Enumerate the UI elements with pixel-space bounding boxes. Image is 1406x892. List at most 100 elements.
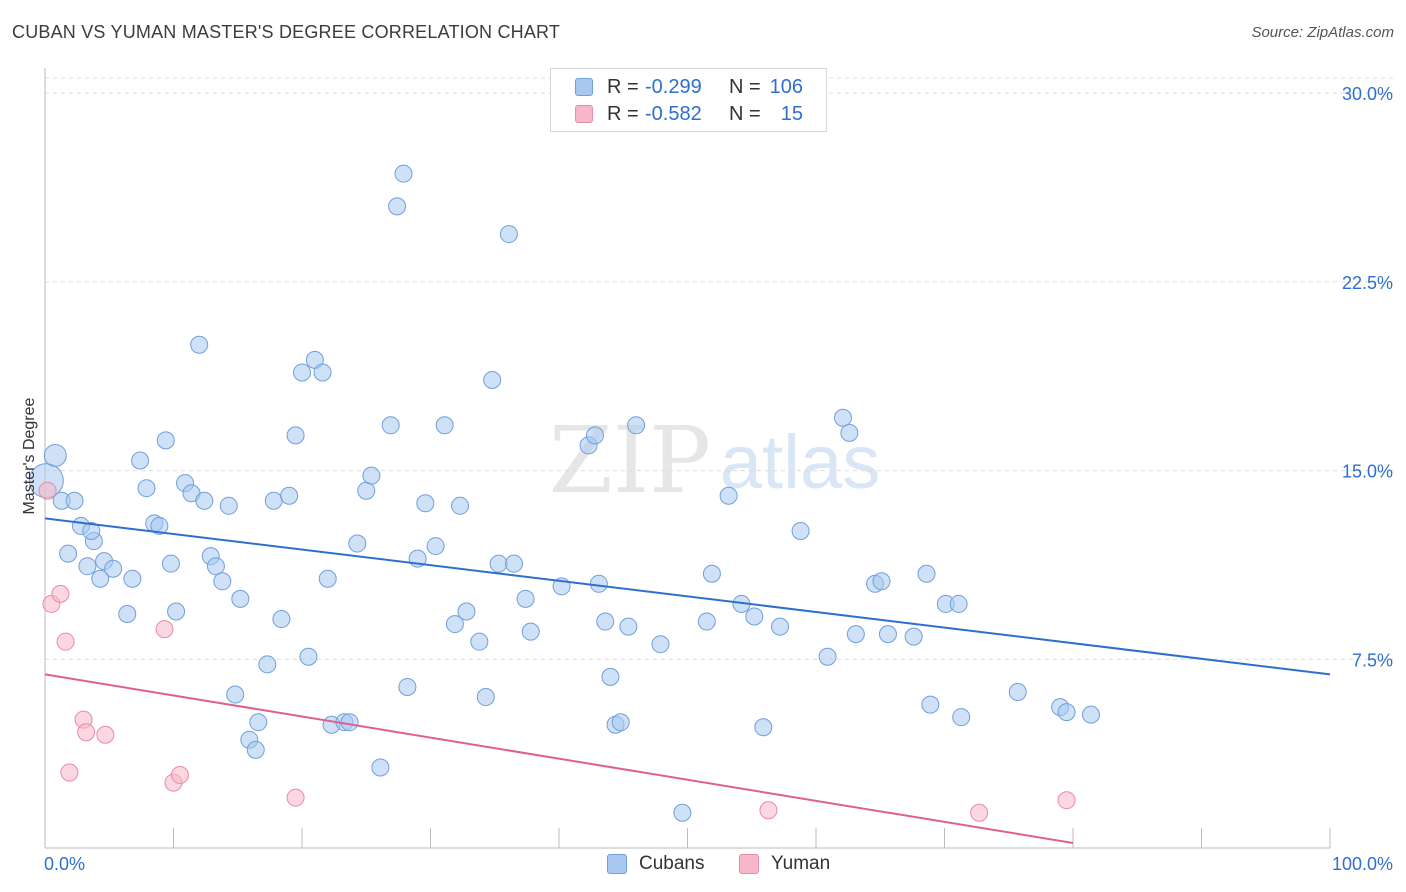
cubans-point — [818, 647, 837, 666]
yuman-point — [38, 481, 57, 500]
cubans-point — [719, 486, 738, 505]
cubans-point — [585, 426, 604, 445]
cubans-point — [398, 677, 417, 696]
cubans-point — [521, 622, 540, 641]
cubans-point — [596, 612, 615, 631]
cubans-point — [249, 713, 268, 732]
cubans-point — [833, 408, 852, 427]
cubans-point — [104, 559, 123, 578]
legend-n-value: 106 — [769, 75, 803, 98]
cubans-point — [258, 655, 277, 674]
cubans-point — [619, 617, 638, 636]
cubans-point — [299, 647, 318, 666]
legend-n-label: N = — [729, 102, 761, 125]
yuman-point — [759, 801, 778, 820]
cubans-point — [226, 685, 245, 704]
cubans-point — [82, 521, 101, 540]
yuman-point — [1057, 791, 1076, 810]
cubans-point — [78, 557, 97, 576]
yuman-label: Yuman — [771, 853, 831, 874]
cubans-point — [91, 569, 110, 588]
cubans-point — [627, 416, 646, 435]
cubans-point — [118, 605, 137, 623]
legend-r-value: -0.299 — [645, 75, 702, 98]
source-label: Source: ZipAtlas.com — [1251, 24, 1394, 41]
bottom-legend-yuman: Yuman — [739, 852, 830, 876]
cubans-point — [381, 416, 400, 435]
cubans-point — [840, 423, 859, 442]
cubans-point — [791, 521, 810, 540]
cubans-point — [872, 572, 891, 591]
cubans-swatch — [575, 78, 593, 96]
cubans-point — [65, 491, 84, 510]
cubans-point — [156, 431, 175, 450]
y-tick-label: 30.0% — [1342, 84, 1393, 104]
cubans-point — [846, 625, 865, 644]
legend-row-cubans: R = -0.299 N = 106 — [575, 74, 803, 100]
cubans-label: Cubans — [639, 853, 705, 874]
y-axis-label: Master's Degree — [21, 397, 38, 514]
cubans-point — [293, 363, 311, 382]
cubans-point — [195, 491, 214, 510]
cubans-point — [213, 572, 232, 591]
data-points — [28, 164, 1100, 822]
cubans-point — [754, 718, 773, 737]
cubans-point — [219, 496, 238, 515]
cubans-point — [921, 695, 940, 714]
cubans-point — [470, 632, 489, 651]
yuman-swatch — [575, 105, 593, 123]
legend-n-label: N = — [729, 75, 761, 98]
cubans-point — [318, 569, 337, 588]
cubans-point — [949, 594, 968, 613]
cubans-point — [702, 564, 721, 583]
cubans-point — [313, 363, 332, 382]
legend-r-label: R = — [607, 102, 639, 125]
cubans-point — [516, 589, 535, 608]
yuman-point — [155, 620, 174, 639]
yuman-trend-line — [44, 673, 1074, 844]
cubans-point — [451, 496, 470, 515]
yuman-point — [77, 723, 96, 742]
cubans-point — [611, 713, 630, 732]
cubans-point — [394, 164, 413, 183]
yuman-point — [286, 788, 305, 807]
y-tick-label: 22.5% — [1342, 273, 1393, 293]
cubans-point — [651, 635, 670, 654]
legend: R = -0.299 N = 106 R = -0.582 N = 15 — [550, 68, 827, 132]
cubans-point — [371, 758, 390, 777]
cubans-point — [745, 607, 764, 626]
cubans-point — [1081, 705, 1100, 724]
cubans-point — [426, 537, 445, 556]
cubans-point — [904, 627, 923, 646]
tick-labels: 7.5% 15.0% 22.5% 30.0% 0.0% 100.0% — [44, 84, 1393, 874]
cubans-point — [388, 197, 407, 216]
cubans-point — [123, 569, 142, 588]
cubans-point — [340, 713, 359, 732]
cubans-point — [246, 740, 265, 759]
yuman-swatch — [739, 854, 759, 874]
yuman-point — [170, 766, 189, 785]
y-tick-label: 15.0% — [1342, 462, 1393, 482]
cubans-point — [131, 451, 150, 470]
watermark: ZIP atlas — [549, 407, 880, 514]
cubans-point — [206, 557, 225, 576]
cubans-swatch — [607, 854, 627, 874]
legend-r-value: -0.582 — [645, 102, 702, 125]
legend-r-label: R = — [607, 75, 639, 98]
cubans-point — [43, 443, 67, 467]
cubans-point — [59, 544, 78, 563]
cubans-point — [457, 602, 476, 621]
cubans-point — [917, 564, 936, 583]
cubans-point — [362, 466, 381, 485]
trend-lines — [44, 517, 1331, 844]
cubans-point — [476, 688, 495, 707]
cubans-point — [445, 615, 464, 634]
cubans-point — [272, 610, 291, 629]
cubans-point — [1057, 703, 1076, 722]
yuman-point — [96, 725, 115, 744]
y-tick-label: 7.5% — [1352, 650, 1393, 670]
x-tick-label: 0.0% — [44, 854, 85, 874]
cubans-point — [673, 803, 692, 822]
yuman-point — [56, 632, 75, 651]
cubans-point — [190, 335, 209, 354]
